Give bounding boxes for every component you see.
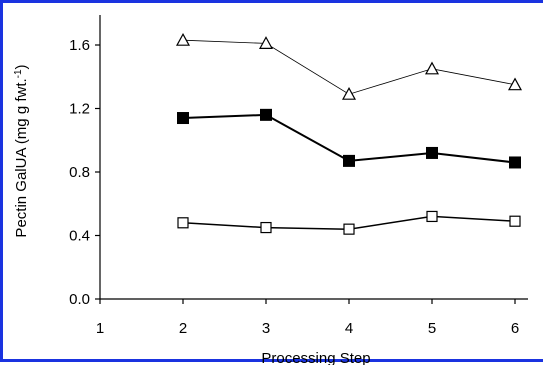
y-tick-label: 1.2 xyxy=(69,101,90,118)
data-point-filled-square xyxy=(426,146,438,159)
series-1 xyxy=(175,32,523,100)
data-point-filled-square xyxy=(509,156,521,169)
line-chart: 0.0 0.4 0.8 1.2 1.6 1 2 3 4 5 6 Pectin GalUA (mg g… xyxy=(13,15,528,365)
data-point-open-square xyxy=(509,215,521,227)
data-point-open-square xyxy=(177,217,189,229)
x-tick-label: 6 xyxy=(511,320,519,337)
y-axis-label: Pectin GalUA (mg g fwt.-1) xyxy=(13,64,31,237)
series-2 xyxy=(177,108,521,169)
x-tick-label: 4 xyxy=(345,320,353,337)
x-tick-label: 5 xyxy=(428,320,436,337)
y-tick-label: 0.8 xyxy=(69,164,90,181)
series-3 xyxy=(177,210,521,235)
y-tick-label: 0.4 xyxy=(69,228,90,245)
x-tick-label: 1 xyxy=(96,320,104,337)
axes xyxy=(95,15,528,304)
data-point-open-square xyxy=(426,210,438,223)
data-point-triangle xyxy=(175,32,191,46)
x-tick-label: 3 xyxy=(262,320,270,337)
data-point-filled-square xyxy=(343,154,355,167)
data-point-open-square xyxy=(343,223,355,235)
data-point-triangle xyxy=(507,77,523,91)
tick-labels: 0.0 0.4 0.8 1.2 1.6 1 2 3 4 5 6 xyxy=(69,37,519,337)
series-line xyxy=(182,39,516,95)
y-axis-label-superscript: -1 xyxy=(13,69,24,78)
series-group xyxy=(175,32,523,235)
x-tick-label: 2 xyxy=(179,320,187,337)
data-point-filled-square xyxy=(177,112,189,125)
data-point-triangle xyxy=(258,36,274,50)
data-point-triangle xyxy=(424,61,440,75)
y-tick-label: 1.6 xyxy=(69,37,90,54)
data-point-filled-square xyxy=(260,108,272,121)
y-tick-label: 0.0 xyxy=(69,291,90,308)
x-axis-label: Processing Step xyxy=(261,350,370,365)
data-point-triangle xyxy=(341,86,357,100)
data-point-open-square xyxy=(260,221,272,234)
